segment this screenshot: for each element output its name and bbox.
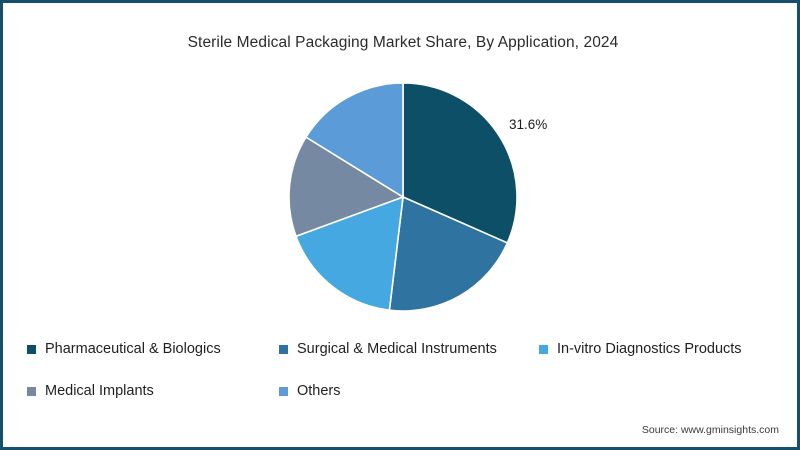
legend-item-label: Pharmaceutical & Biologics [45, 341, 221, 357]
pie-chart [288, 82, 518, 312]
slice-percentage-label: 31.6% [509, 117, 548, 132]
legend-swatch-icon [27, 344, 36, 354]
pie-chart-svg [288, 82, 518, 312]
legend-item-pharmaceutical-biologics[interactable]: Pharmaceutical & Biologics [27, 341, 279, 357]
legend-swatch-icon [279, 386, 288, 396]
legend-item-label: In-vitro Diagnostics Products [557, 341, 742, 357]
legend-row: Medical Implants Others [27, 383, 783, 425]
legend-item-surgical-medical-instruments[interactable]: Surgical & Medical Instruments [279, 341, 539, 357]
chart-title: Sterile Medical Packaging Market Share, … [187, 34, 619, 51]
pie-slice[interactable] [402, 82, 518, 244]
legend-swatch-icon [279, 344, 288, 354]
legend-row: Pharmaceutical & Biologics Surgical & Me… [27, 341, 783, 383]
chart-legend: Pharmaceutical & Biologics Surgical & Me… [27, 341, 783, 425]
source-attribution: Source: www.gminsights.com [641, 424, 779, 436]
legend-swatch-icon [27, 386, 36, 396]
legend-item-label: Medical Implants [45, 383, 154, 399]
legend-item-others[interactable]: Others [279, 383, 341, 399]
legend-swatch-icon [539, 344, 548, 354]
pie-slice[interactable] [288, 136, 405, 238]
legend-item-in-vitro-diagnostics-products[interactable]: In-vitro Diagnostics Products [539, 341, 742, 357]
pie-slice-group [288, 82, 518, 312]
legend-item-label: Others [297, 383, 341, 399]
legend-item-label: Surgical & Medical Instruments [297, 341, 497, 357]
pie-slice[interactable] [304, 82, 404, 199]
legend-item-medical-implants[interactable]: Medical Implants [27, 383, 279, 399]
pie-slice[interactable] [388, 195, 509, 312]
pie-slice[interactable] [294, 195, 404, 312]
